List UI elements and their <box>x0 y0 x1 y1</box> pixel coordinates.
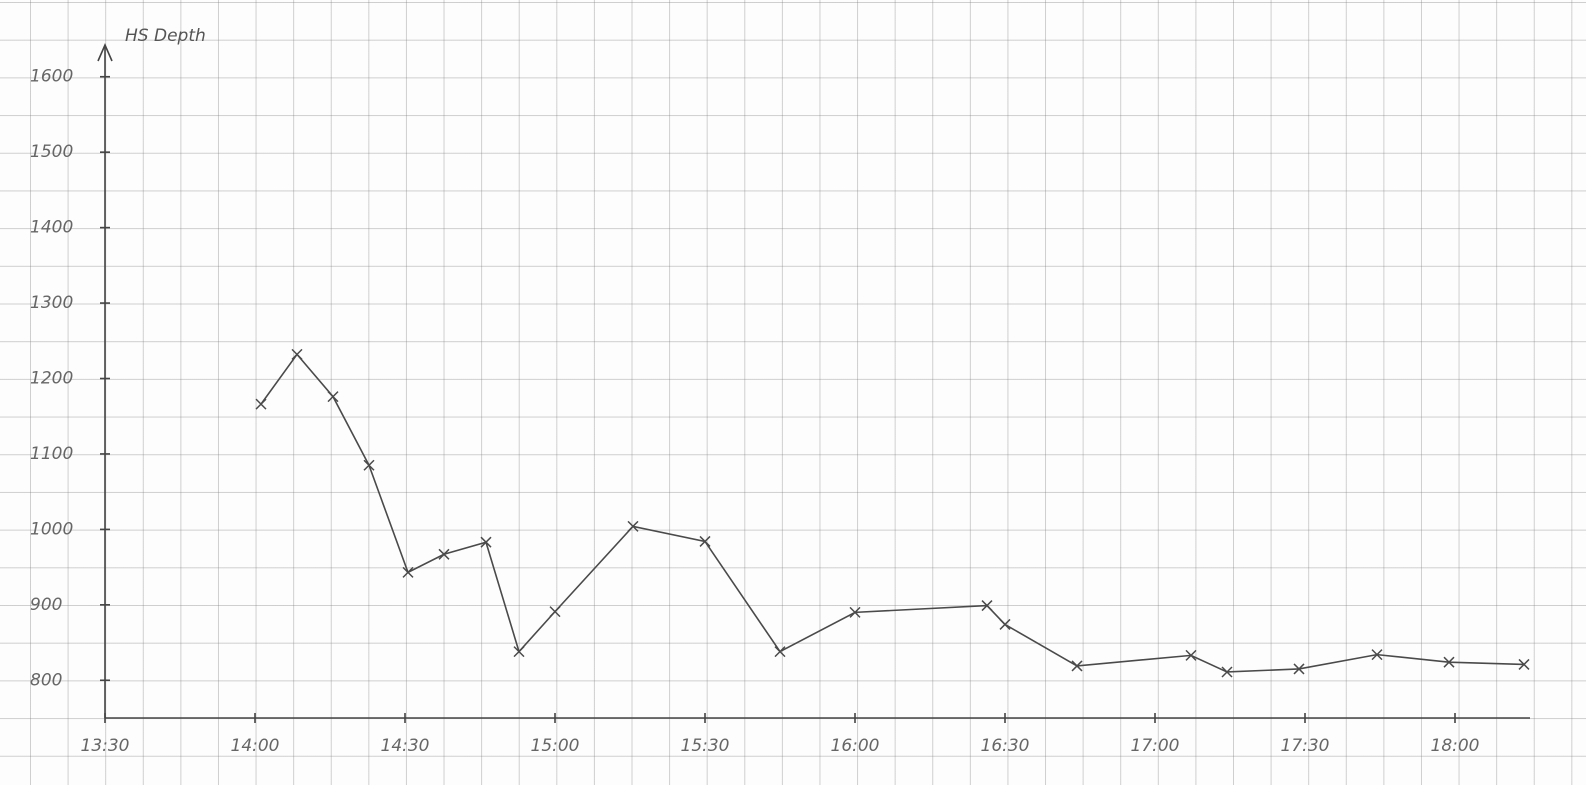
x-tick-label: 16:30 <box>981 736 1030 756</box>
chart-title: HS Depth <box>125 26 206 46</box>
y-tick-label: 900 <box>30 595 62 615</box>
line <box>260 353 1525 673</box>
x-tick-label: 14:30 <box>381 736 430 756</box>
x-tick-label: 17:30 <box>1281 736 1330 756</box>
x-tick-label: 15:30 <box>681 736 730 756</box>
x-tick-label: 14:00 <box>231 736 280 756</box>
y-tick-label: 1500 <box>30 142 73 162</box>
point-marker <box>549 606 561 618</box>
y-tick-label: 1100 <box>30 444 73 464</box>
point-marker <box>981 600 993 612</box>
point-marker <box>363 459 375 471</box>
x-tick-label: 18:00 <box>1431 736 1480 756</box>
y-tick-label: 800 <box>30 670 62 690</box>
point-marker <box>327 391 339 403</box>
point-marker <box>1293 663 1305 675</box>
x-tick-label: 15:00 <box>531 736 580 756</box>
point-marker <box>1443 656 1455 668</box>
point-marker <box>255 398 267 410</box>
point-marker <box>291 348 303 360</box>
point-marker <box>849 606 861 618</box>
x-tick-label: 16:00 <box>831 736 880 756</box>
point-marker <box>438 548 450 560</box>
y-tick-label: 1600 <box>30 67 73 87</box>
point-marker <box>774 646 786 658</box>
x-tick-label: 17:00 <box>1131 736 1180 756</box>
y-tick-label: 1200 <box>30 369 73 389</box>
point-marker <box>1221 666 1233 678</box>
point-marker <box>999 618 1011 630</box>
point-marker <box>1071 660 1083 672</box>
point-marker <box>699 535 711 547</box>
point-marker <box>402 566 414 578</box>
point-marker <box>480 536 492 548</box>
point-marker <box>1371 649 1383 661</box>
point-marker <box>513 646 525 658</box>
y-tick-label: 1300 <box>30 293 73 313</box>
x-tick-label: 13:30 <box>81 736 130 756</box>
y-axis-arrow <box>97 43 113 62</box>
point-marker <box>1185 649 1197 661</box>
point-marker <box>627 520 639 532</box>
y-tick-label: 1000 <box>30 519 73 539</box>
y-tick-label: 1400 <box>30 218 73 238</box>
point-marker <box>1518 658 1530 670</box>
